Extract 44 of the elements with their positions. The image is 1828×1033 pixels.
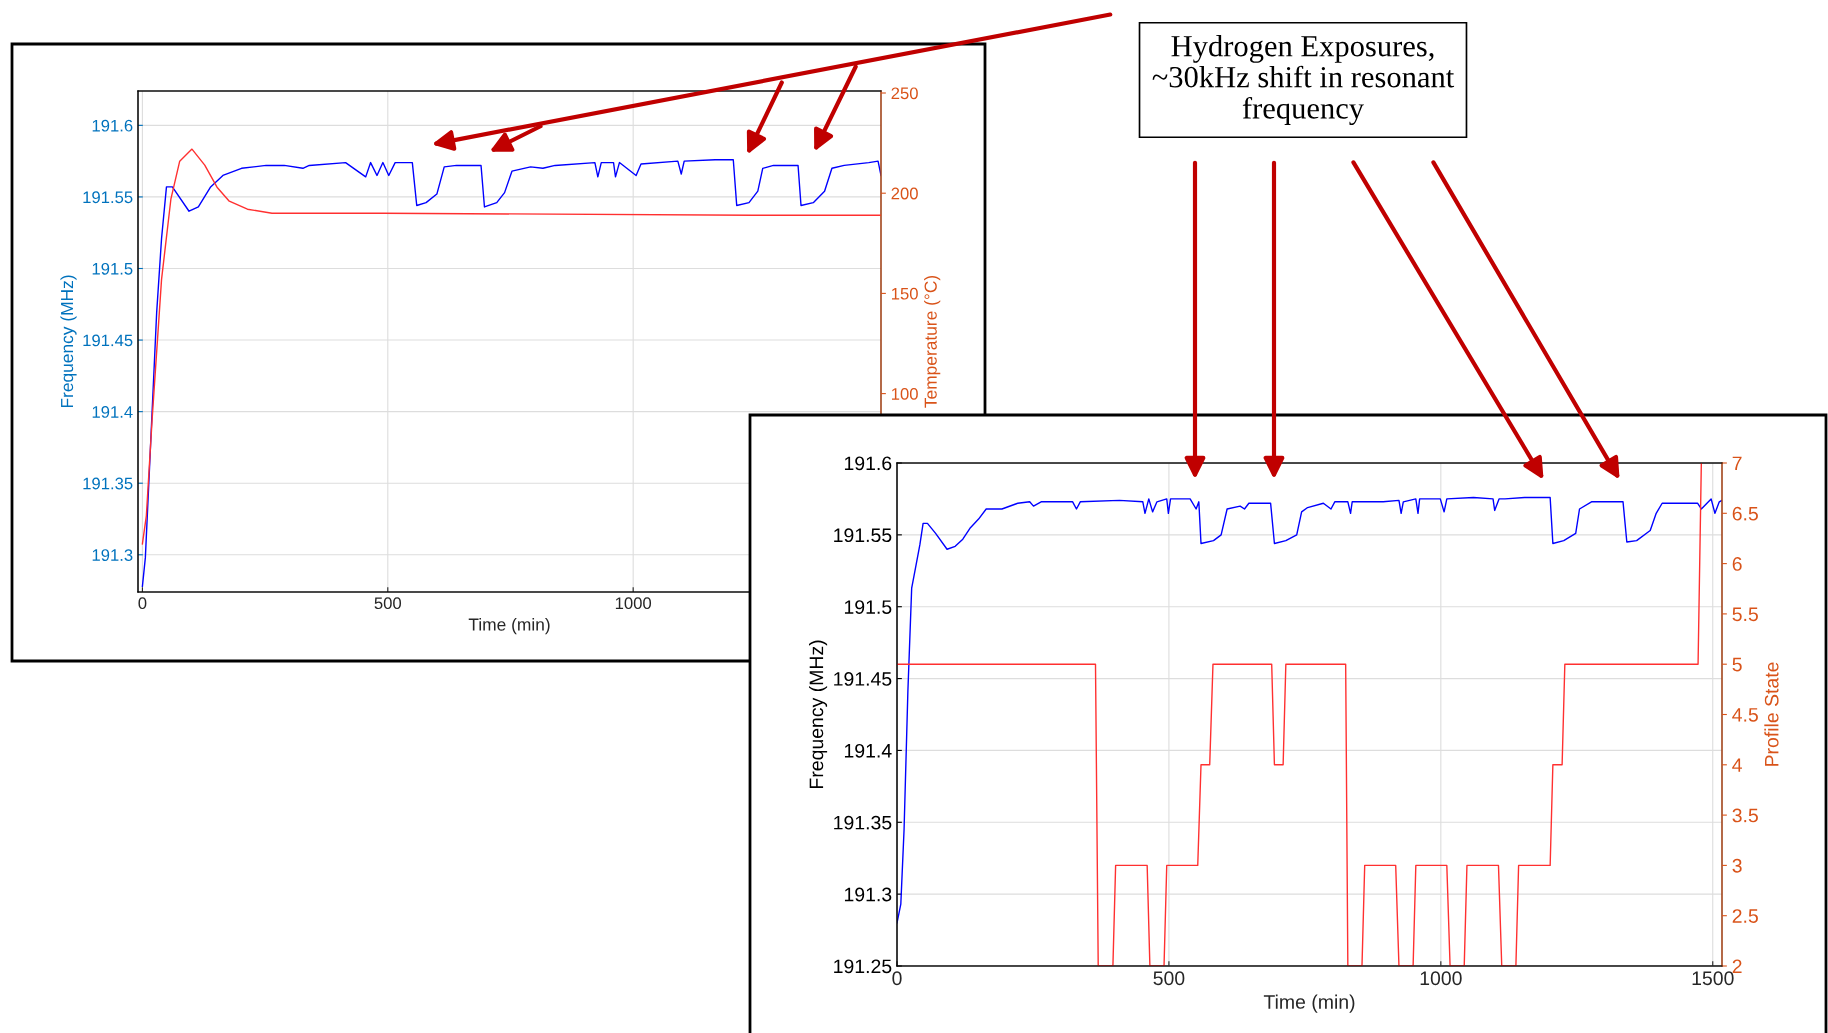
y2-tick-label: 5 [1732,657,1742,672]
y2-tick-label: 2 [1732,959,1742,974]
y-tick-label: 191.3 [844,887,892,902]
x-tick-label: 0 [892,971,902,986]
y2-tick-label: 100 [891,388,918,400]
y2-axis-title: Temperature (°C) [924,275,941,408]
y-tick-label: 191.35 [834,815,892,830]
y2-tick-label: 3 [1732,858,1742,873]
text: Hydrogen Exposures, ~30kHz shift in resonant frequency [1152,34,1455,126]
x-axis-title: Time (min) [468,617,550,635]
y-tick-label: 191.5 [844,600,892,614]
y2-tick-label: 4.5 [1732,708,1758,722]
y-tick-label: 191.25 [834,959,892,974]
y-tick-label: 191.55 [834,528,892,543]
y-tick-label: 191.4 [92,406,133,418]
x-tick-label: 500 [1153,971,1185,986]
y-axis-title: Frequency (MHz) [60,275,77,408]
y2-tick-label: 6.5 [1732,506,1758,521]
y-tick-label: 191.3 [92,549,133,561]
y2-tick-label: 200 [891,187,918,200]
y-tick-label: 191.45 [83,334,133,347]
y-tick-label: 191.55 [83,191,133,204]
y-tick-label: 191.35 [83,477,133,490]
y2-tick-label: 2.5 [1732,909,1758,923]
x-tick-label: 1500 [1692,971,1734,986]
y-tick-label: 191.6 [844,456,892,471]
y2-tick-label: 3.5 [1732,808,1758,823]
y-tick-label: 191.45 [834,672,892,686]
y2-tick-label: 6 [1732,557,1742,571]
y2-tick-label: 150 [891,287,918,300]
y-tick-label: 191.4 [844,743,892,758]
y2-tick-label: 5.5 [1732,607,1758,622]
x-tick-label: 0 [138,597,147,610]
x-axis-title: Time (min) [1263,994,1355,1013]
y2-tick-label: 250 [891,87,918,100]
x-tick-label: 1000 [1420,971,1462,986]
y-tick-label: 191.6 [92,119,133,132]
y2-tick-label: 4 [1732,758,1742,772]
x-tick-label: 1000 [615,597,652,610]
y-tick-label: 191.5 [92,262,133,275]
x-tick-label: 500 [374,597,402,610]
y-axis-title: Frequency (MHz) [808,640,828,788]
y2-axis-title: Profile State [1764,662,1779,766]
y2-tick-label: 7 [1732,456,1742,471]
